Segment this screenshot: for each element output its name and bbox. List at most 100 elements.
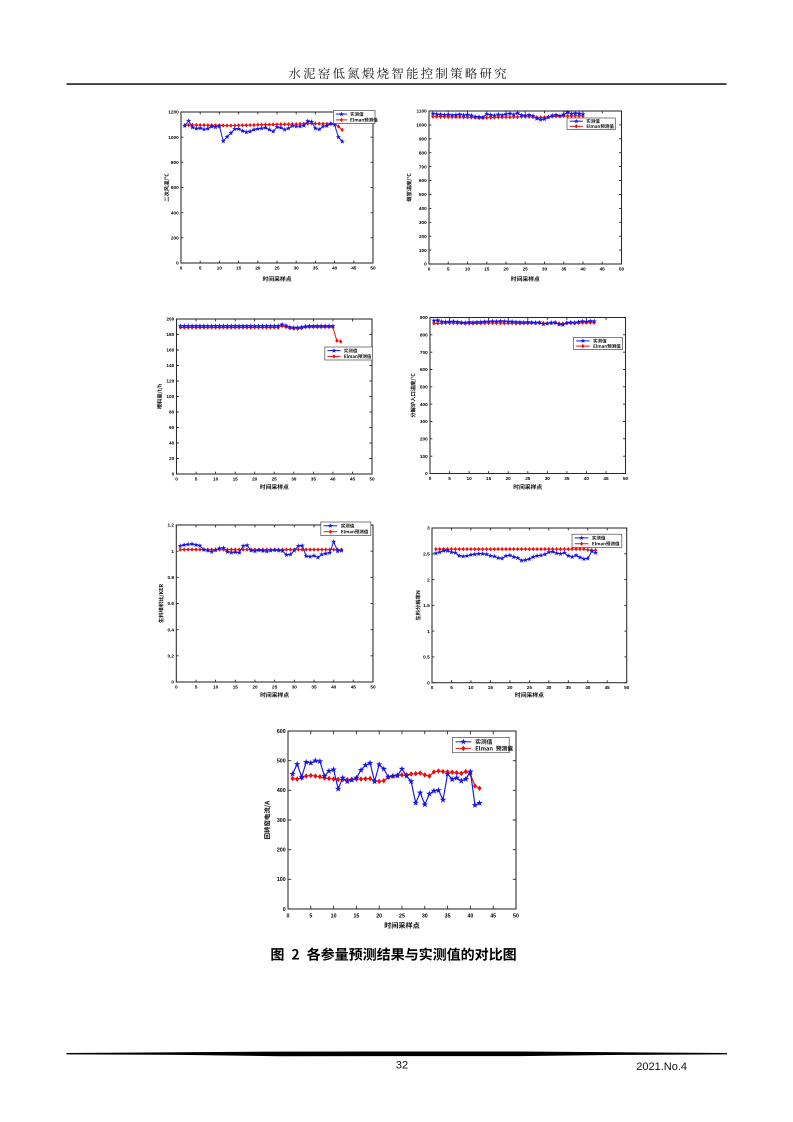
svg-text:15: 15 (488, 685, 494, 690)
svg-text:50: 50 (369, 477, 375, 482)
svg-text:0.4: 0.4 (167, 627, 174, 632)
svg-text:35: 35 (311, 477, 317, 482)
svg-text:10: 10 (217, 266, 223, 271)
svg-text:35: 35 (313, 266, 319, 271)
svg-text:0: 0 (287, 914, 290, 920)
svg-text:200: 200 (420, 437, 428, 442)
svg-text:35: 35 (311, 685, 317, 690)
svg-text:25: 25 (527, 685, 533, 690)
svg-text:50: 50 (513, 914, 519, 920)
svg-text:45: 45 (350, 477, 356, 482)
svg-text:1: 1 (427, 629, 430, 634)
svg-text:1.5: 1.5 (423, 603, 430, 608)
svg-text:50: 50 (370, 685, 376, 690)
svg-text:40: 40 (330, 477, 336, 482)
svg-text:1000: 1000 (168, 135, 179, 140)
svg-text:20: 20 (255, 266, 261, 271)
svg-text:200: 200 (171, 236, 179, 241)
svg-text:0: 0 (424, 262, 427, 267)
svg-text:30: 30 (292, 685, 298, 690)
svg-text:40: 40 (585, 685, 591, 690)
svg-text:2: 2 (427, 577, 430, 582)
svg-text:400: 400 (171, 210, 179, 215)
svg-text:25: 25 (274, 266, 280, 271)
svg-text:20: 20 (252, 477, 258, 482)
svg-text:200: 200 (277, 848, 286, 854)
svg-text:400: 400 (419, 206, 427, 211)
svg-text:40: 40 (332, 266, 338, 271)
svg-text:400: 400 (277, 788, 286, 794)
svg-text:300: 300 (277, 818, 286, 824)
svg-text:50: 50 (623, 476, 629, 481)
svg-text:0: 0 (431, 685, 434, 690)
svg-text:30: 30 (545, 476, 551, 481)
svg-text:700: 700 (419, 164, 427, 169)
svg-text:140: 140 (166, 363, 174, 368)
svg-text:0: 0 (175, 685, 178, 690)
svg-text:1100: 1100 (417, 109, 428, 114)
svg-text:0: 0 (180, 266, 183, 271)
svg-text:0: 0 (283, 907, 286, 913)
svg-text:0.8: 0.8 (167, 575, 174, 580)
svg-text:15: 15 (233, 477, 239, 482)
svg-text:80: 80 (169, 410, 175, 415)
svg-text:500: 500 (420, 385, 428, 390)
svg-text:30: 30 (291, 477, 297, 482)
svg-text:120: 120 (166, 379, 174, 384)
svg-text:800: 800 (171, 160, 179, 165)
svg-text:1200: 1200 (168, 110, 179, 115)
svg-text:1000: 1000 (416, 123, 427, 128)
svg-text:35: 35 (564, 476, 570, 481)
svg-text:5: 5 (309, 914, 312, 920)
svg-text:100: 100 (166, 394, 174, 399)
svg-text:1.2: 1.2 (167, 523, 174, 528)
svg-text:0: 0 (171, 680, 174, 685)
svg-text:20: 20 (507, 685, 513, 690)
svg-text:40: 40 (169, 441, 175, 446)
svg-text:900: 900 (420, 315, 428, 320)
svg-text:0.6: 0.6 (167, 601, 174, 606)
svg-text:300: 300 (420, 419, 428, 424)
svg-text:3: 3 (427, 526, 430, 531)
svg-text:900: 900 (419, 137, 427, 142)
svg-text:0.2: 0.2 (167, 654, 174, 659)
svg-text:15: 15 (233, 685, 239, 690)
svg-text:2.5: 2.5 (423, 552, 430, 557)
svg-text:200: 200 (166, 317, 174, 322)
svg-text:20: 20 (376, 914, 382, 920)
svg-text:5: 5 (199, 266, 202, 271)
svg-text:10: 10 (466, 476, 472, 481)
svg-text:0: 0 (429, 476, 432, 481)
svg-text:10: 10 (213, 685, 219, 690)
svg-text:32: 32 (396, 1060, 408, 1072)
svg-text:300: 300 (419, 220, 427, 225)
svg-text:5: 5 (447, 267, 450, 272)
svg-text:0: 0 (428, 267, 431, 272)
svg-text:50: 50 (624, 685, 630, 690)
svg-text:180: 180 (166, 332, 174, 337)
svg-text:500: 500 (277, 759, 286, 765)
svg-text:40: 40 (584, 476, 590, 481)
svg-text:25: 25 (272, 685, 278, 690)
svg-text:10: 10 (468, 685, 474, 690)
svg-text:200: 200 (419, 234, 427, 239)
svg-text:5: 5 (450, 685, 453, 690)
svg-text:600: 600 (419, 178, 427, 183)
svg-text:0: 0 (175, 477, 178, 482)
svg-text:20: 20 (506, 476, 512, 481)
svg-text:40: 40 (580, 267, 586, 272)
svg-text:0.5: 0.5 (423, 655, 430, 660)
svg-text:30: 30 (294, 266, 300, 271)
svg-text:5: 5 (195, 685, 198, 690)
svg-text:160: 160 (166, 348, 174, 353)
svg-text:10: 10 (465, 267, 471, 272)
svg-text:400: 400 (420, 402, 428, 407)
svg-text:800: 800 (420, 333, 428, 338)
svg-text:5: 5 (195, 477, 198, 482)
svg-text:45: 45 (605, 685, 611, 690)
svg-text:60: 60 (169, 425, 175, 430)
svg-text:35: 35 (566, 685, 572, 690)
svg-text:800: 800 (419, 150, 427, 155)
svg-text:100: 100 (277, 877, 286, 883)
svg-text:0: 0 (425, 471, 428, 476)
